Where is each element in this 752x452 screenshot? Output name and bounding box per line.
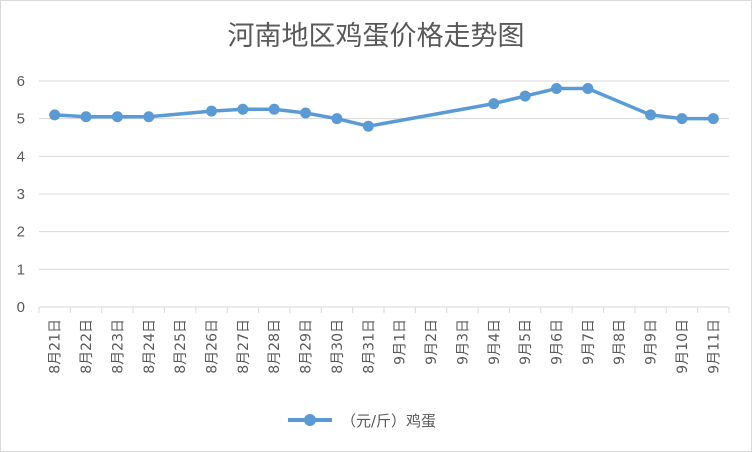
y-tick-label: 6 <box>17 73 25 90</box>
x-tick-label: 8月23日 <box>110 319 126 374</box>
grid-lines <box>39 80 729 308</box>
x-tick-label: 9月2日 <box>424 319 440 365</box>
legend: （元/斤）鸡蛋 <box>288 412 436 430</box>
series-layer <box>49 83 719 132</box>
x-tick-label: 8月22日 <box>79 319 95 374</box>
data-point <box>645 109 657 121</box>
chart-title: 河南地区鸡蛋价格走势图 <box>228 21 525 52</box>
data-point <box>676 113 688 125</box>
x-tick-label: 9月7日 <box>581 319 597 365</box>
data-point <box>300 107 312 119</box>
data-point <box>49 109 61 121</box>
x-tick-label: 8月25日 <box>173 319 189 374</box>
x-tick-label: 9月8日 <box>612 319 628 365</box>
x-tick-label: 8月26日 <box>205 319 221 374</box>
data-point <box>707 113 719 125</box>
data-point <box>268 103 280 115</box>
data-point <box>143 111 155 123</box>
data-point <box>362 120 374 132</box>
y-tick-label: 0 <box>17 299 25 316</box>
data-point <box>551 83 562 95</box>
x-axis: 8月21日 8月22日 8月23日 8月24日 8月25日 8月26日 8月27日 8月28日… <box>38 307 730 374</box>
y-tick-label: 4 <box>17 148 25 165</box>
data-point <box>582 83 594 95</box>
x-tick-label: 8月31日 <box>361 319 377 374</box>
data-point <box>237 103 249 115</box>
legend-label: （元/斤）鸡蛋 <box>341 412 436 430</box>
x-tick-label: 9月4日 <box>487 319 503 365</box>
series-line-0 <box>52 86 716 128</box>
y-axis: 0 1 2 3 4 5 6 <box>17 73 25 316</box>
x-tick-label: 9月1日 <box>393 319 409 365</box>
legend-marker-swatch <box>304 414 316 426</box>
y-tick-label: 1 <box>17 261 25 278</box>
x-tick-label: 9月5日 <box>518 319 534 365</box>
data-point <box>206 105 217 117</box>
x-tick-label: 9月6日 <box>550 319 566 365</box>
data-point <box>111 111 123 123</box>
data-point <box>519 90 531 102</box>
x-tick-label: 8月28日 <box>267 319 283 374</box>
x-tick-label: 8月27日 <box>236 319 252 374</box>
x-tick-label: 9月10日 <box>675 319 691 374</box>
x-tick-label: 8月24日 <box>142 319 158 374</box>
data-point <box>488 98 500 110</box>
data-point <box>80 111 92 123</box>
x-tick-label: 8月29日 <box>299 319 315 374</box>
x-tick-label: 9月9日 <box>644 319 660 365</box>
y-tick-label: 5 <box>17 111 25 128</box>
y-tick-label: 2 <box>17 224 25 241</box>
x-tick-label: 9月3日 <box>455 319 471 365</box>
x-tick-label: 8月30日 <box>330 319 346 374</box>
data-point <box>331 113 343 125</box>
y-tick-label: 3 <box>17 186 25 203</box>
x-tick-label: 8月21日 <box>48 319 64 374</box>
x-tick-label: 9月11日 <box>706 319 722 374</box>
